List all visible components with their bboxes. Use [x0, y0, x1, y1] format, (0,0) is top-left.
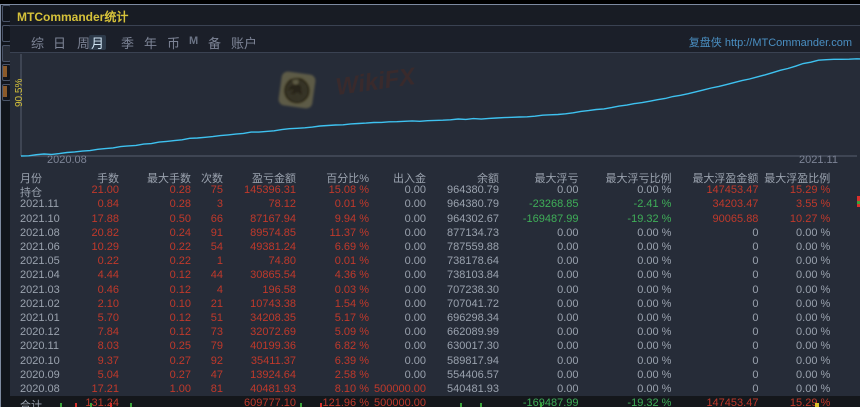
svg-text:WikiFX: WikiFX: [334, 63, 419, 101]
